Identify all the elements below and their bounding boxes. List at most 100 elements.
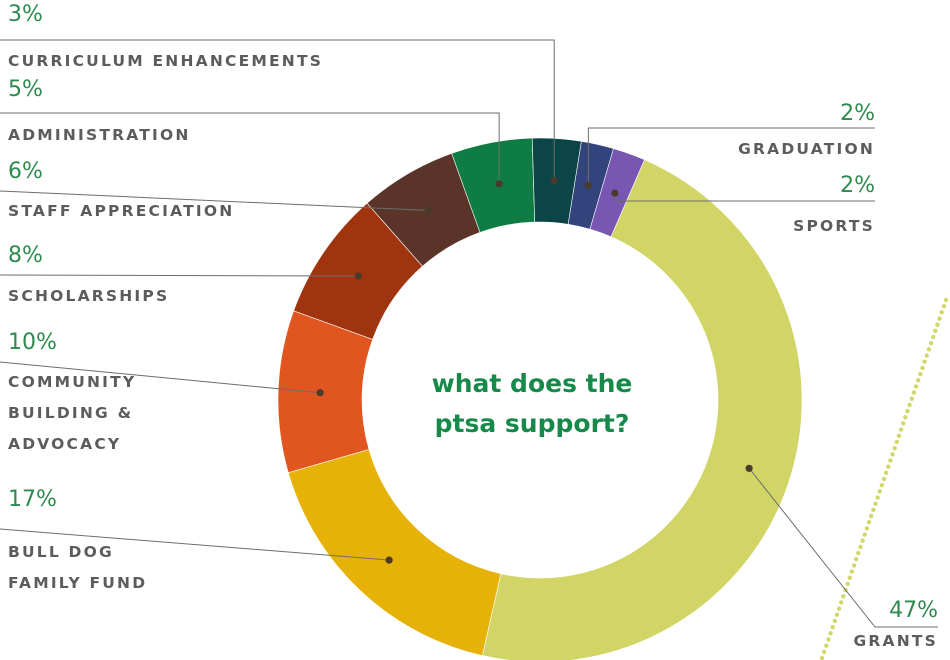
leader-dot [495, 180, 503, 188]
leader-line [587, 127, 875, 186]
percent-label: 2% [840, 101, 875, 126]
decor-dot [841, 594, 846, 599]
decor-dot [935, 322, 940, 327]
decor-dot [913, 384, 919, 389]
decor-dot [924, 353, 929, 358]
decor-dot [898, 427, 904, 432]
leader-dot [354, 272, 362, 280]
decor-dot [819, 655, 825, 660]
category-label: GRANTS [853, 632, 938, 650]
decor-dot [856, 550, 861, 556]
decor-dot [930, 334, 936, 340]
percent-label: 8% [8, 243, 43, 268]
category-label: GRADUATION [738, 140, 875, 158]
decor-dot [901, 421, 906, 426]
decor-dot [824, 643, 829, 648]
decor-dot [821, 649, 827, 655]
category-label: CURRICULUM ENHANCEMENTS [8, 52, 323, 70]
decor-dot [871, 507, 876, 513]
decor-dot [868, 513, 874, 519]
decor-dot [883, 470, 889, 476]
decor-dot [918, 371, 923, 377]
decor-dot [864, 526, 870, 531]
decor-dot [933, 328, 938, 334]
decor-dot [903, 415, 908, 420]
decor-dot [886, 464, 891, 469]
center-title-line-2: ptsa support? [435, 409, 630, 438]
leader-line [0, 190, 429, 211]
decor-dot [877, 489, 882, 494]
leader-dot [316, 389, 324, 397]
percent-label: 47% [889, 598, 938, 623]
decor-dot [937, 316, 942, 321]
decor-dot [888, 458, 893, 463]
category-label: SCHOLARSHIPS [8, 287, 169, 305]
decor-dot [849, 569, 855, 574]
center-title-line-1: what does the [432, 369, 633, 398]
category-label: ADMINISTRATION [8, 126, 191, 144]
percent-label: 3% [8, 2, 43, 27]
decor-dot [875, 495, 880, 500]
decor-dot [862, 532, 867, 537]
decor-dot [879, 482, 885, 488]
slice-community-building-advocacy [277, 310, 374, 474]
decor-dot [858, 544, 863, 550]
leader-lines [0, 39, 938, 628]
percent-label: 2% [840, 173, 875, 198]
decor-dot [928, 341, 934, 346]
decor-dot [854, 557, 859, 562]
category-label: ADVOCACY [8, 435, 121, 453]
decor-dot [894, 439, 900, 445]
decor-dot [832, 618, 838, 624]
leader-dot [611, 189, 619, 197]
decor-dot [860, 538, 865, 543]
decor-dot [905, 408, 910, 414]
leader-line [0, 528, 390, 561]
decor-dot [909, 396, 914, 401]
decor-dot [851, 563, 857, 568]
category-label: BUILDING & [8, 404, 133, 422]
leader-dot [584, 181, 592, 189]
decor-dot [907, 402, 912, 408]
category-label: STAFF APPRECIATION [8, 202, 234, 220]
decor-dot [873, 501, 878, 506]
decor-dot [826, 637, 831, 642]
decor-dot [881, 476, 887, 482]
category-label: FAMILY FUND [8, 574, 147, 592]
leader-line [0, 112, 500, 184]
leader-line [0, 274, 359, 277]
slice-labels: 47% GRANTS 17% BULL DOG FAMILY FUND 10% COMMUN… [8, 2, 938, 650]
decor-dot [892, 445, 897, 451]
percent-label: 6% [8, 159, 43, 184]
leader-dot [385, 556, 393, 564]
decor-dot [939, 310, 944, 315]
donut-slices [277, 137, 803, 660]
leader-line [0, 39, 555, 181]
percent-label: 17% [8, 487, 57, 512]
percent-label: 10% [8, 330, 57, 355]
category-label: SPORTS [793, 217, 875, 235]
decor-dot [830, 624, 835, 630]
decor-dot [941, 303, 947, 309]
decor-dot [920, 365, 925, 371]
slice-grants [482, 159, 803, 660]
decor-dot [911, 390, 917, 395]
decor-dot [836, 606, 842, 611]
decor-dot [839, 600, 844, 605]
percent-label: 5% [8, 77, 43, 102]
leader-dot [550, 176, 558, 185]
leader-dot [424, 206, 432, 215]
decor-dot [834, 612, 840, 617]
decor-dot [866, 520, 872, 525]
decor-dot [847, 575, 852, 580]
decor-dot [926, 347, 932, 352]
category-label: BULL DOG [8, 543, 114, 561]
decor-dot [943, 297, 949, 303]
decor-dot [828, 631, 833, 636]
decor-dot [922, 359, 927, 364]
decor-dot [916, 378, 921, 383]
leader-dot [745, 464, 753, 472]
decor-dot [890, 452, 895, 457]
slice-bull-dog-family-fund [287, 448, 502, 656]
